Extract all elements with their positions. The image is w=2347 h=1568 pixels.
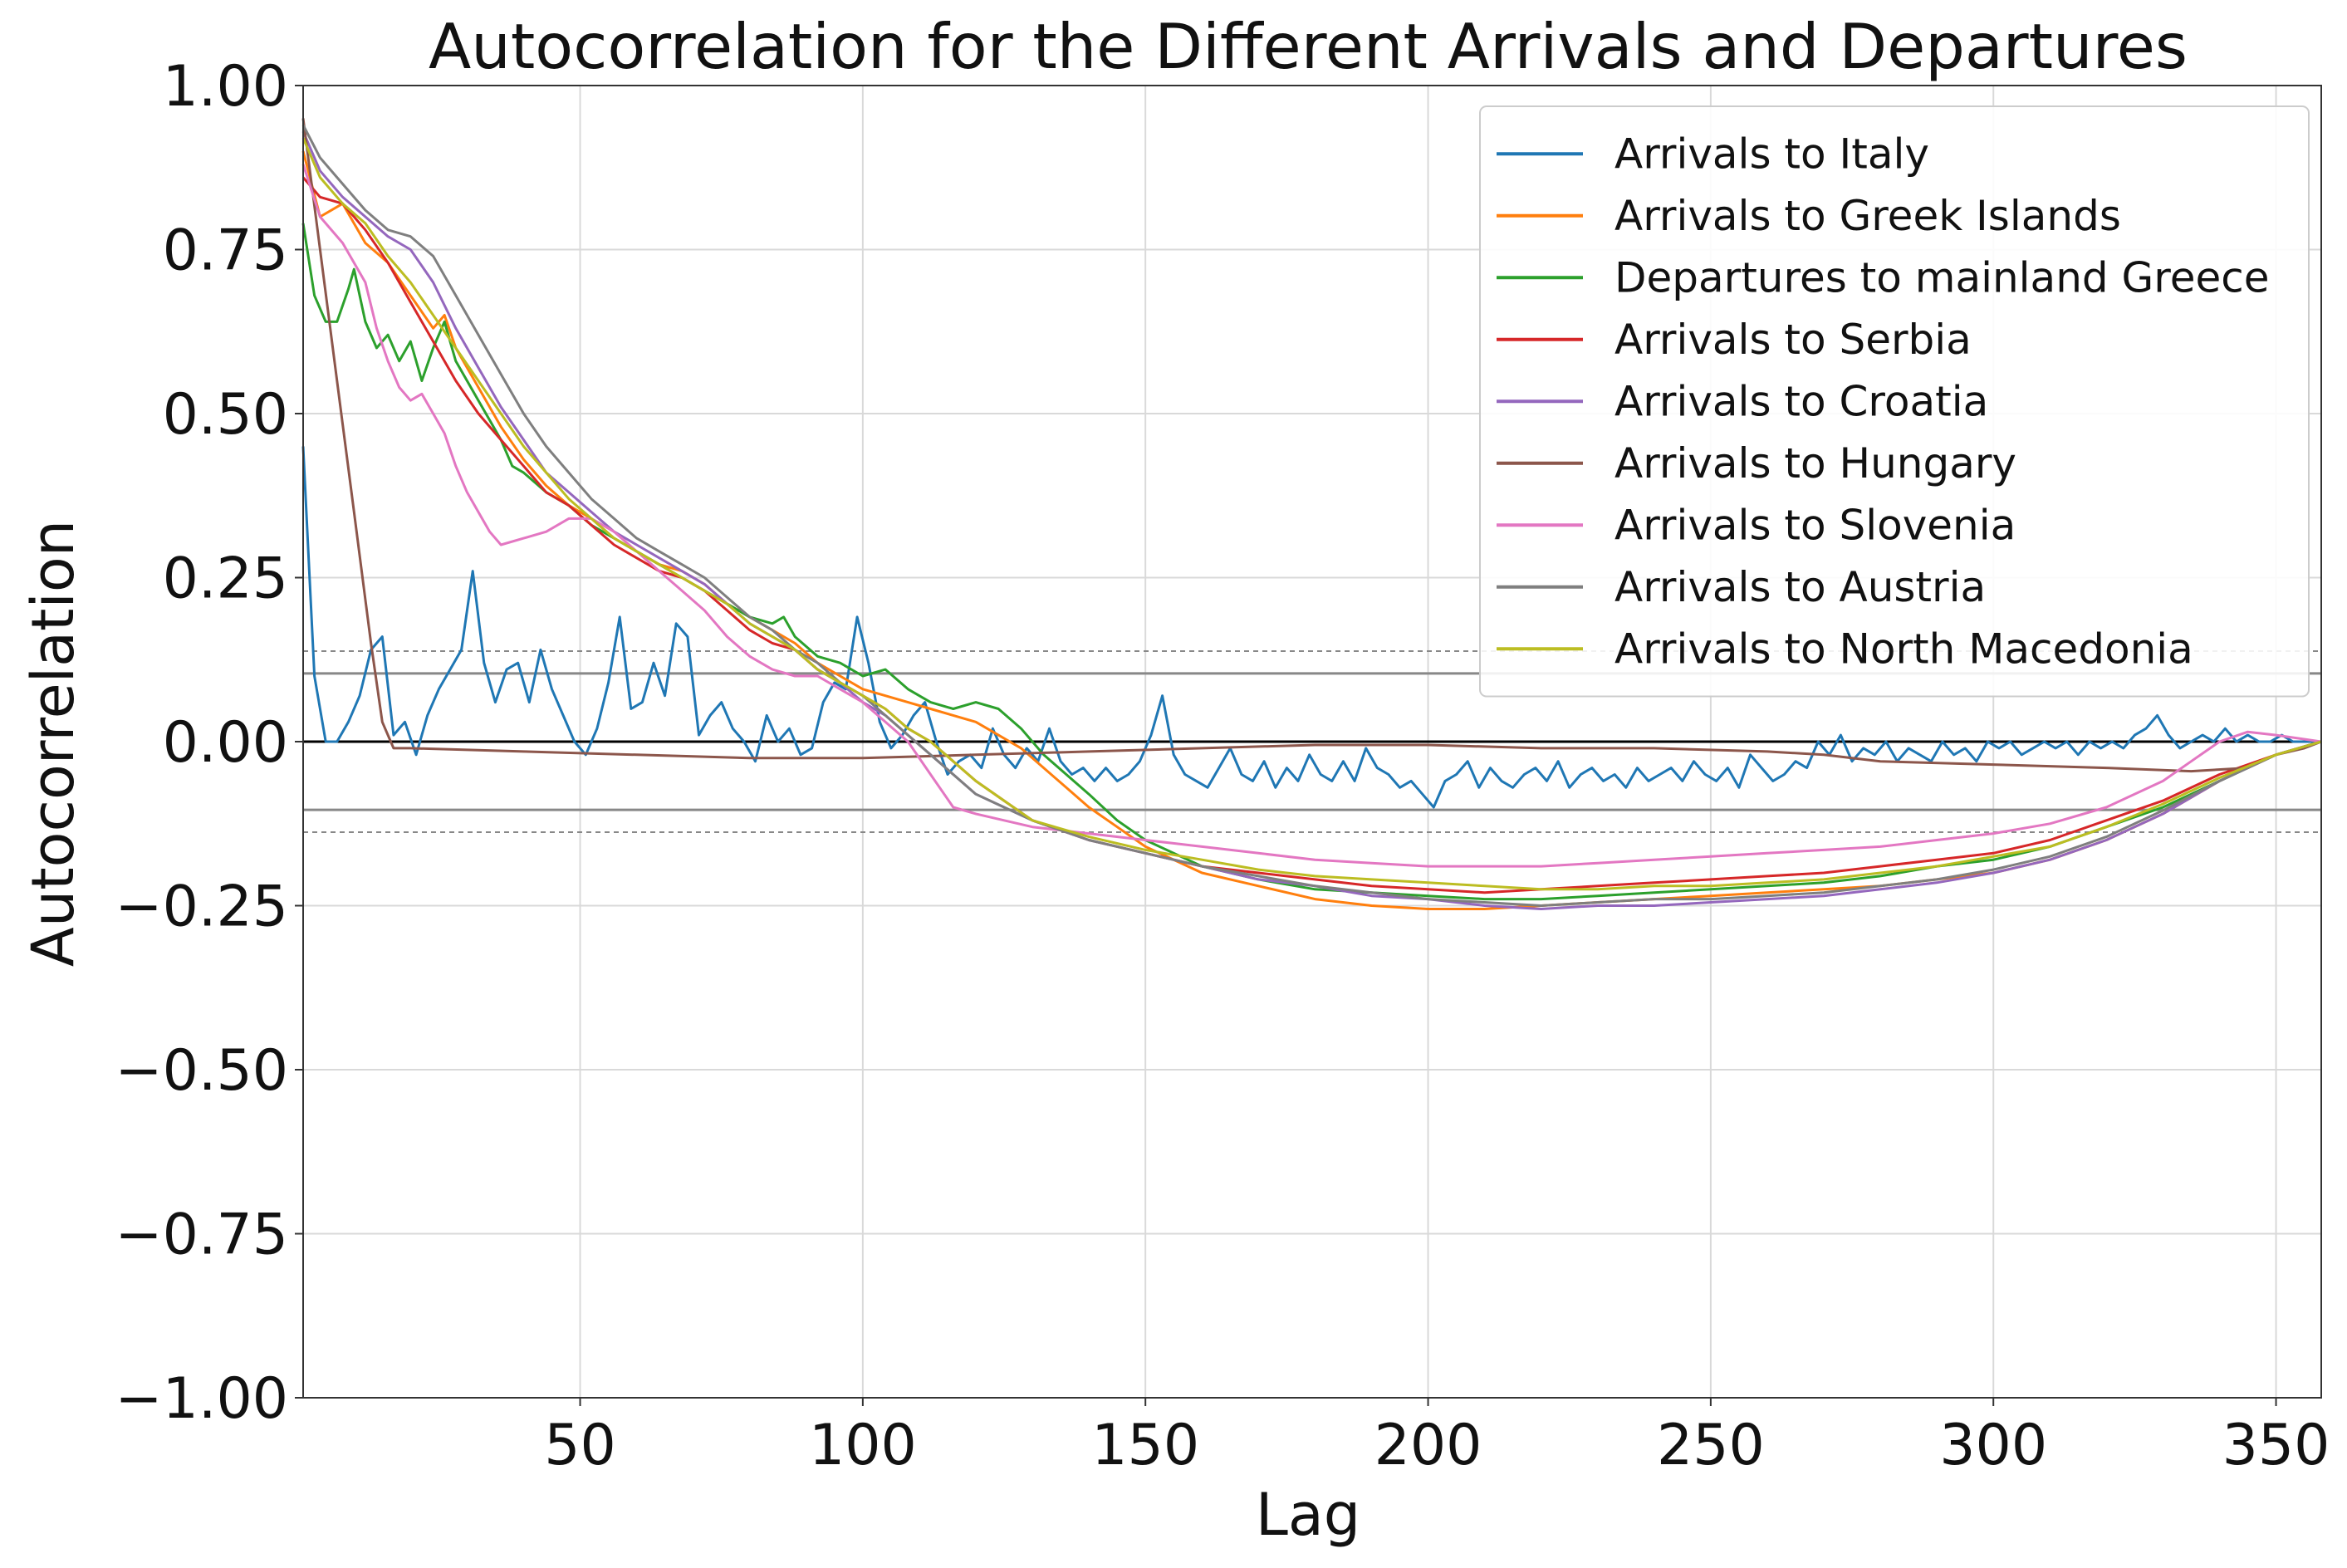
x-tick-label: 100 (809, 1413, 917, 1478)
y-tick-label: 0.25 (163, 546, 288, 612)
x-tick-label: 50 (544, 1413, 616, 1478)
series-line-departures-to-mainland-greece (301, 223, 2322, 901)
legend-label: Arrivals to North Macedonia (1614, 625, 2193, 673)
series-line-arrivals-to-hungary (301, 118, 2322, 773)
axis-ticks: 50 100 150 200 250 300 350 1.00 0.75 0.50 0.25 0.00… (115, 54, 2330, 1478)
y-tick-label: −1.00 (115, 1366, 288, 1432)
y-tick-label: 0.50 (163, 382, 288, 448)
y-tick-label: 1.00 (163, 54, 288, 120)
legend-label: Arrivals to Greek Islands (1614, 192, 2121, 240)
x-tick-label: 350 (2222, 1413, 2330, 1478)
chart-title: Autocorrelation for the Different Arriva… (429, 10, 2188, 83)
series-line-arrivals-to-slovenia (301, 164, 2322, 868)
x-tick-label: 300 (1939, 1413, 2047, 1478)
series-lines (301, 118, 2322, 910)
series-line-arrivals-to-north-macedonia (301, 137, 2322, 891)
y-axis-label: Autocorrelation (19, 520, 87, 967)
series-line-arrivals-to-austria (301, 124, 2322, 907)
x-tick-label: 150 (1091, 1413, 1199, 1478)
y-tick-label: −0.25 (115, 875, 288, 940)
x-tick-label: 200 (1374, 1413, 1482, 1478)
series-line-arrivals-to-greek-islands (301, 150, 2322, 910)
y-tick-label: −0.50 (115, 1038, 288, 1104)
legend: Arrivals to Italy Arrivals to Greek Islan… (1479, 105, 2310, 698)
y-tick-label: 0.00 (163, 710, 288, 776)
y-tick-label: −0.75 (115, 1203, 288, 1268)
legend-label: Arrivals to Italy (1614, 130, 1929, 178)
legend-box (1479, 105, 2310, 698)
series-line-arrivals-to-italy (301, 446, 2316, 809)
legend-label: Arrivals to Serbia (1614, 316, 1972, 364)
legend-label: Arrivals to Croatia (1614, 377, 1988, 425)
legend-label: Arrivals to Austria (1614, 563, 1986, 611)
x-tick-label: 250 (1657, 1413, 1765, 1478)
legend-label: Arrivals to Hungary (1614, 439, 2016, 488)
y-tick-label: 0.75 (163, 218, 288, 284)
legend-label: Departures to mainland Greece (1614, 253, 2270, 301)
x-axis-label: Lag (1256, 1481, 1360, 1549)
legend-label: Arrivals to Slovenia (1614, 501, 2016, 549)
